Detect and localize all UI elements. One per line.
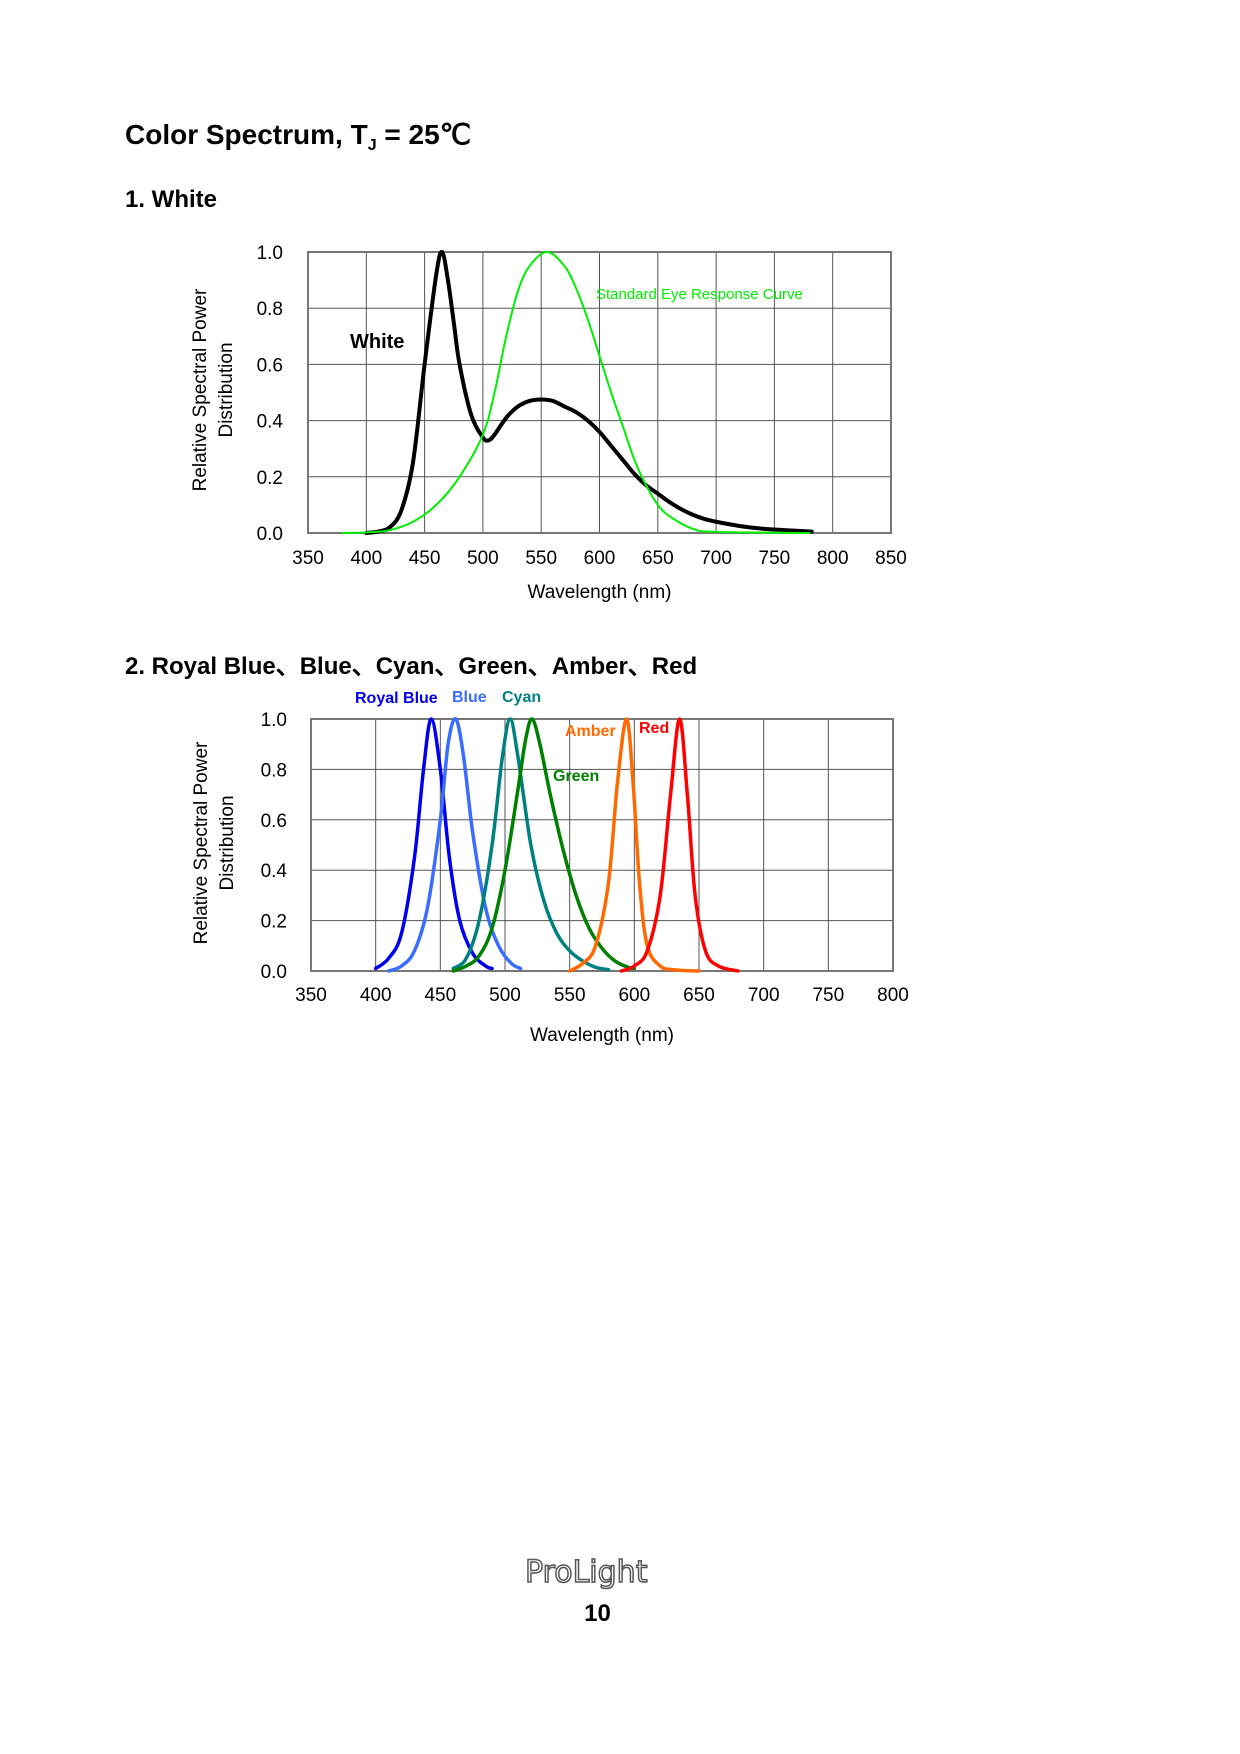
y-axis-title: Relative Spectral Power bbox=[191, 741, 212, 944]
x-tick-label: 700 bbox=[700, 548, 732, 569]
x-axis-title: Wavelength (nm) bbox=[530, 1025, 674, 1046]
x-tick-label: 550 bbox=[525, 548, 557, 569]
chart-1: 350 400 450 500 550 600 650 700 750 800 850 0.0 0.2 0… bbox=[190, 243, 907, 603]
y-tick-label: 0.2 bbox=[261, 912, 287, 933]
x-tick-label: 450 bbox=[424, 985, 456, 1006]
plot-frame bbox=[310, 718, 894, 972]
page-title: Color Spectrum, TJ = 25℃ bbox=[125, 118, 471, 155]
x-tick-label: 350 bbox=[292, 548, 324, 569]
series-line-blue bbox=[386, 717, 523, 973]
legend-label-blue: Blue bbox=[452, 689, 487, 706]
legend-label-red: Red bbox=[639, 720, 669, 737]
x-tick-label: 650 bbox=[642, 548, 674, 569]
y-axis-title: Distribution bbox=[216, 342, 237, 437]
x-tick-label: 850 bbox=[875, 548, 907, 569]
legend-label-green: Green bbox=[553, 768, 599, 785]
y-tick-label: 0.2 bbox=[257, 468, 283, 489]
y-axis-title: Distribution bbox=[217, 795, 238, 890]
title-temperature: = 25℃ bbox=[376, 119, 472, 150]
x-tick-label: 750 bbox=[812, 985, 844, 1006]
y-axis-title: Relative Spectral Power bbox=[190, 288, 211, 491]
x-tick-label: 400 bbox=[360, 985, 392, 1006]
y-tick-label: 0.6 bbox=[257, 355, 283, 376]
legend-label-royal-blue: Royal Blue bbox=[355, 690, 438, 707]
x-tick-label: 500 bbox=[489, 985, 521, 1006]
series-line-standard-eye-response-curve bbox=[341, 251, 811, 534]
section-1-title: 1. White bbox=[125, 186, 218, 213]
y-tick-label: 0.0 bbox=[261, 962, 287, 983]
y-tick-label: 0.8 bbox=[261, 760, 287, 781]
page-number: 10 bbox=[584, 1600, 611, 1627]
y-tick-label: 0.6 bbox=[261, 811, 287, 832]
x-tick-label: 800 bbox=[877, 985, 909, 1006]
series-line-cyan bbox=[451, 717, 611, 972]
legend-label-cyan: Cyan bbox=[502, 689, 541, 706]
x-tick-label: 450 bbox=[409, 548, 441, 569]
y-tick-label: 0.0 bbox=[257, 524, 283, 545]
series-line-green bbox=[451, 717, 637, 973]
x-tick-label: 650 bbox=[683, 985, 715, 1006]
y-tick-label: 1.0 bbox=[257, 243, 283, 264]
x-tick-label: 350 bbox=[295, 985, 327, 1006]
x-tick-label: 550 bbox=[554, 985, 586, 1006]
plot-frame bbox=[307, 251, 892, 534]
x-tick-label: 600 bbox=[584, 548, 616, 569]
title-subscript: J bbox=[367, 137, 377, 154]
series-line-red bbox=[619, 717, 740, 973]
x-tick-label: 750 bbox=[759, 548, 791, 569]
y-tick-label: 1.0 bbox=[261, 710, 287, 731]
y-tick-label: 0.4 bbox=[257, 412, 284, 433]
x-tick-label: 700 bbox=[748, 985, 780, 1006]
title-text: Color Spectrum, T bbox=[125, 119, 368, 150]
white-label: White bbox=[350, 331, 404, 353]
legend-label-amber: Amber bbox=[565, 723, 616, 740]
y-tick-label: 0.4 bbox=[261, 861, 288, 882]
chart-2: 350 400 450 500 550 600 650 700 750 800 0.0 0.2 0.4 0… bbox=[191, 689, 909, 1046]
x-tick-label: 500 bbox=[467, 548, 499, 569]
x-axis-title: Wavelength (nm) bbox=[528, 582, 672, 603]
x-tick-label: 600 bbox=[618, 985, 650, 1006]
x-tick-label: 800 bbox=[817, 548, 849, 569]
series-line-white bbox=[364, 249, 814, 535]
series-line-royal-blue bbox=[373, 717, 494, 971]
x-tick-label: 400 bbox=[350, 548, 382, 569]
eye-response-label: Standard Eye Response Curve bbox=[596, 286, 803, 303]
section-2-title: 2. Royal Blue、Blue、Cyan、Green、Amber、Red bbox=[125, 653, 698, 680]
y-tick-label: 0.8 bbox=[257, 299, 283, 320]
series-line-amber bbox=[567, 717, 701, 973]
prolight-logo: ProLight bbox=[524, 1554, 648, 1591]
